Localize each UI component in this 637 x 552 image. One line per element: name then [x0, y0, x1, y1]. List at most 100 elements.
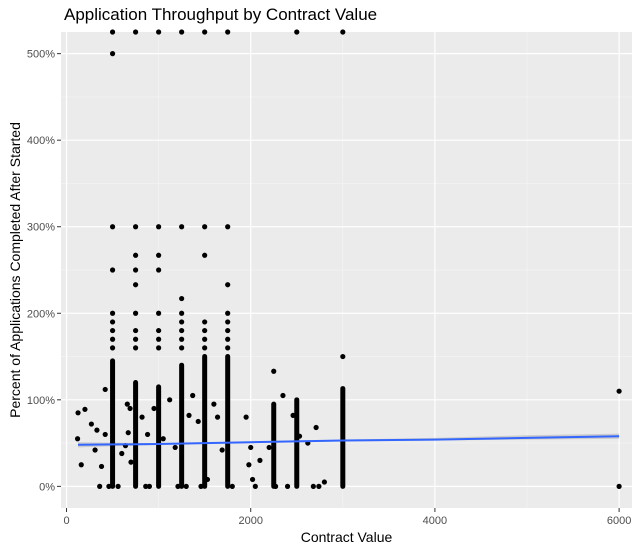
x-tick-label: 4000 [423, 515, 447, 527]
data-point [313, 424, 319, 431]
data-point [125, 430, 131, 436]
x-axis-label: Contract Value [301, 529, 393, 545]
y-tick-label: 500% [27, 49, 55, 61]
data-point [132, 29, 139, 35]
grid-major [61, 32, 632, 508]
data-point [172, 444, 178, 451]
data-point [211, 401, 217, 407]
data-point [109, 319, 116, 325]
y-tick-label: 300% [27, 222, 55, 234]
data-point [202, 327, 208, 334]
data-point [109, 51, 116, 57]
data-point [109, 336, 116, 342]
data-point [109, 224, 116, 230]
data-point [246, 462, 252, 468]
data-point [186, 412, 192, 418]
data-point [243, 414, 249, 420]
x-tick-label: 6000 [607, 515, 631, 527]
data-point [179, 319, 185, 325]
data-point [195, 418, 201, 425]
y-tick-label: 200% [27, 308, 55, 320]
data-point [119, 450, 125, 457]
data-point [102, 386, 108, 393]
data-point [179, 336, 185, 342]
data-point [102, 431, 108, 438]
data-point [202, 336, 208, 342]
data-point [272, 483, 279, 489]
data-point [115, 483, 121, 489]
data-point [156, 29, 162, 35]
data-point [183, 483, 189, 489]
data-point [202, 252, 208, 258]
data-point [156, 336, 162, 342]
data-point [132, 267, 139, 273]
data-point [225, 282, 231, 288]
trend-line-path [77, 435, 620, 446]
data-point [132, 252, 139, 258]
data-point [175, 483, 181, 489]
y-tick-label: 100% [27, 395, 55, 407]
data-point [225, 319, 231, 325]
data-point [109, 29, 116, 35]
data-point [92, 447, 98, 453]
data-point [202, 224, 208, 230]
data-point [132, 327, 139, 334]
y-tick-label: 400% [27, 135, 55, 147]
data-point [249, 476, 256, 483]
data-point [156, 310, 162, 316]
data-point [310, 483, 316, 489]
data-point [202, 29, 208, 35]
data-point [179, 310, 185, 316]
data-point [88, 421, 94, 427]
data-point [151, 405, 157, 412]
data-point [202, 319, 208, 325]
data-point [167, 397, 173, 403]
data-point [266, 444, 272, 451]
data-point [78, 462, 84, 468]
data-point [248, 444, 254, 451]
data-point [252, 483, 258, 489]
y-axis-ticks: 0% 100% 200% 300% 400% 500% [27, 49, 61, 493]
data-point [132, 282, 139, 288]
data-point [143, 483, 149, 489]
data-point [179, 29, 185, 35]
data-point [156, 267, 162, 273]
data-point [132, 310, 139, 316]
x-tick-label: 0 [63, 515, 69, 527]
data-point [146, 483, 153, 489]
y-tick-label: 0% [39, 481, 55, 493]
data-point [340, 29, 346, 35]
data-point [616, 483, 622, 489]
chart-title: Application Throughput by Contract Value [64, 5, 378, 24]
data-point [128, 459, 134, 465]
data-point [97, 483, 103, 489]
data-point [156, 224, 162, 230]
data-point [280, 392, 286, 399]
data-point [202, 345, 208, 351]
data-point [198, 483, 204, 489]
x-axis-ticks: 0 2000 4000 6000 [63, 508, 631, 527]
data-point [340, 353, 346, 360]
x-tick-label: 2000 [238, 515, 262, 527]
data-point [190, 392, 196, 399]
data-point [160, 436, 166, 442]
y-axis-label: Percent of Applications Completed After … [7, 122, 23, 418]
data-point [156, 252, 162, 258]
data-point [316, 483, 322, 489]
data-point [139, 414, 145, 420]
data-point [109, 267, 116, 273]
data-point [225, 327, 231, 334]
data-point [132, 345, 139, 351]
trend-line [77, 435, 620, 446]
data-point [229, 483, 235, 489]
data-point [179, 295, 185, 302]
data-point [156, 327, 162, 334]
data-point [98, 463, 105, 470]
point-columns [110, 354, 346, 489]
data-point [74, 436, 81, 442]
data-point [296, 433, 303, 439]
data-point [144, 431, 151, 438]
data-point [225, 29, 231, 35]
data-point [94, 427, 100, 433]
